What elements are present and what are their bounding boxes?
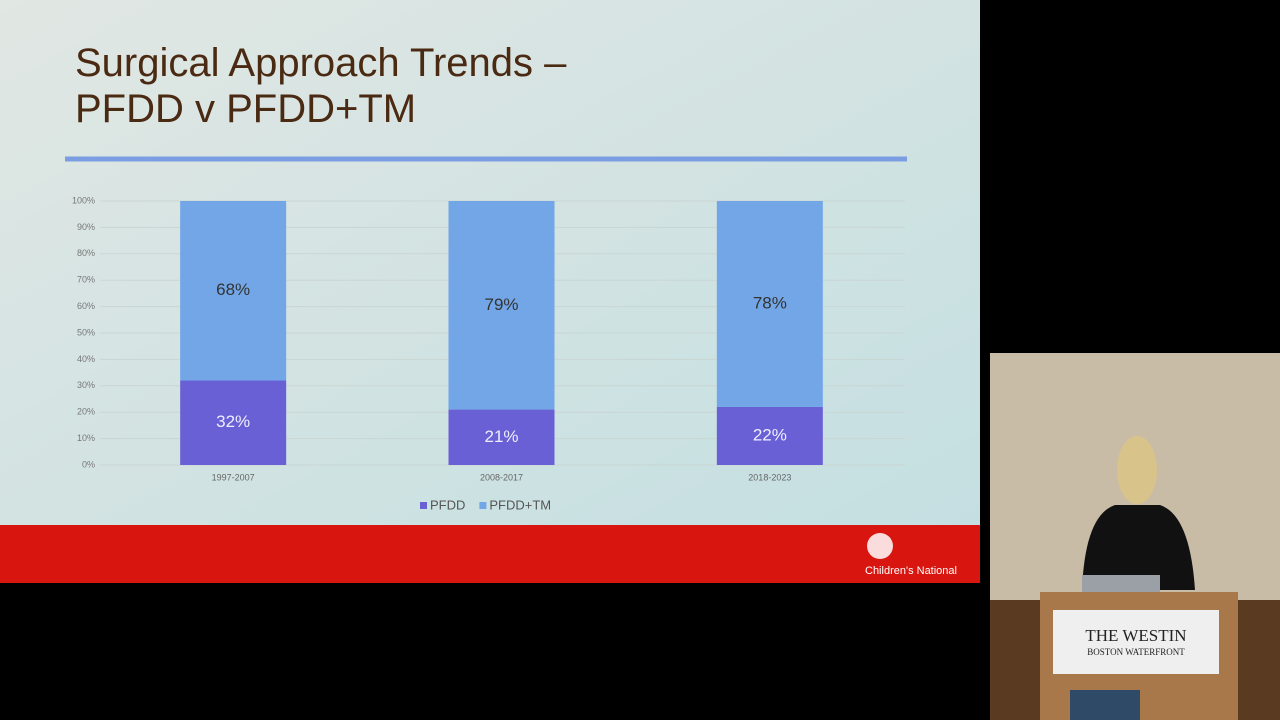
bar-segment — [716, 406, 823, 465]
x-tick-label: 1997-2007 — [212, 472, 255, 482]
legend-label: PFDD — [430, 497, 465, 512]
logo-icon — [867, 533, 893, 559]
y-tick-label: 40% — [77, 354, 95, 364]
legend-marker — [479, 502, 487, 509]
legend-label: PFDD+TM — [489, 497, 551, 512]
y-tick-label: 20% — [77, 407, 95, 417]
bar-segment — [180, 380, 287, 465]
y-tick-label: 60% — [77, 301, 95, 311]
podium-line2: BOSTON WATERFRONT — [1087, 647, 1185, 657]
y-tick-label: 0% — [82, 459, 95, 469]
chart-title: Surgical Approach Trends – PFDD v PFDD+T… — [75, 41, 567, 131]
logo-text: Children's National — [865, 565, 957, 577]
y-tick-label: 30% — [77, 380, 95, 390]
podium-sign — [1053, 610, 1219, 674]
speaker-hair — [1117, 436, 1157, 504]
y-tick-label: 100% — [72, 195, 95, 205]
value-label: 22% — [753, 425, 787, 444]
slide-footer — [0, 525, 980, 583]
y-tick-label: 90% — [77, 222, 95, 232]
value-label: 68% — [216, 280, 250, 299]
x-tick-label: 2008-2017 — [480, 472, 523, 482]
monitor — [1070, 690, 1140, 720]
speaker-body — [1082, 505, 1195, 590]
y-tick-label: 70% — [77, 275, 95, 285]
y-tick-label: 80% — [77, 248, 95, 258]
bar-segment — [180, 201, 287, 381]
y-tick-label: 10% — [77, 433, 95, 443]
podium-line1: THE WESTIN — [1085, 626, 1186, 645]
legend-marker — [420, 502, 427, 509]
bar-segment — [448, 201, 555, 410]
value-label: 21% — [484, 427, 518, 446]
y-tick-label: 50% — [77, 327, 95, 337]
value-label: 32% — [216, 412, 250, 431]
bar-segment — [716, 201, 823, 407]
value-label: 79% — [484, 295, 518, 314]
x-tick-label: 2018-2023 — [748, 472, 791, 482]
value-label: 78% — [753, 293, 787, 312]
laptop — [1082, 575, 1160, 593]
bar-segment — [448, 409, 555, 465]
